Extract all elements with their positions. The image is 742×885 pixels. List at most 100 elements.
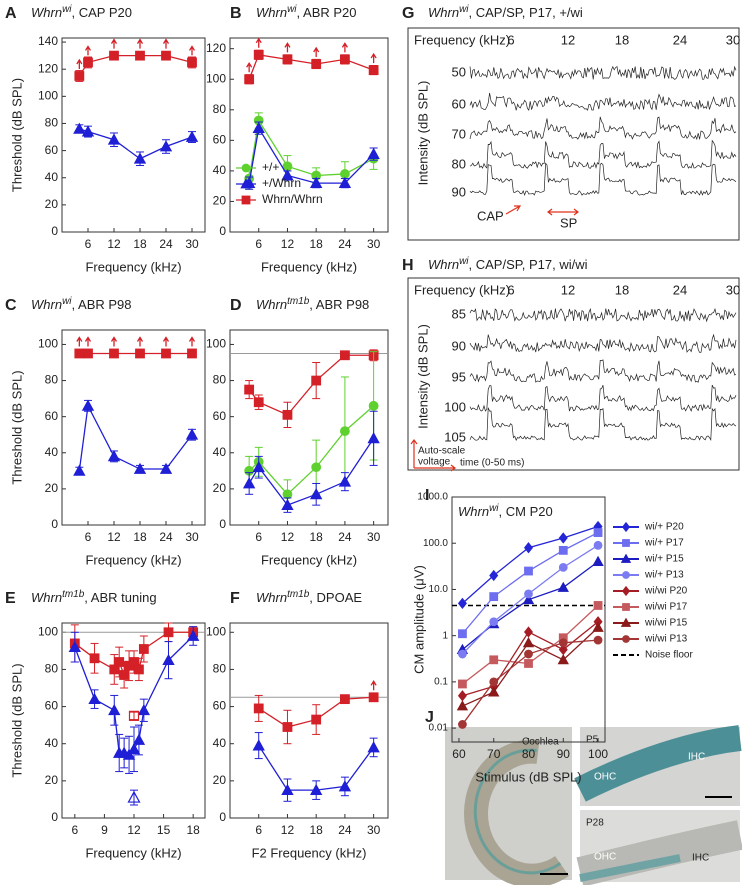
legend-label: +/Whrn (262, 176, 301, 190)
lower-bound-arrow (246, 62, 253, 73)
panel-label: J (425, 709, 434, 726)
legend-marker (622, 635, 630, 643)
chart-panel: E 0 20 40 60 80 100 6 9 12 15 18 Frequency (kHz) Thre… (5, 590, 206, 860)
point (524, 566, 533, 576)
legend-marker (622, 603, 630, 611)
y-tick-label: 80 (213, 373, 227, 387)
x-tick-label: 6 (71, 823, 78, 837)
y-tick-label: 100 (206, 71, 226, 85)
point (127, 790, 141, 803)
intensity-label: 100 (444, 399, 466, 414)
point (310, 487, 323, 500)
legend-marker (622, 539, 630, 547)
plot-frame (61, 37, 206, 233)
title-text: , ABR P98 (72, 297, 132, 312)
series-line (248, 405, 375, 496)
trace (469, 307, 737, 323)
title-text: , CAP P20 (72, 5, 132, 20)
x-tick-label: 60 (452, 747, 466, 761)
point (134, 664, 144, 675)
frequency-label: 24 (673, 282, 687, 297)
legend-marker (620, 553, 632, 563)
title-text: , CM P20 (499, 504, 553, 519)
x-tick-label: 24 (159, 530, 173, 544)
point (489, 677, 499, 687)
point (253, 703, 264, 714)
point (368, 400, 379, 411)
series-line (78, 403, 193, 471)
point (522, 636, 535, 648)
point (489, 617, 499, 627)
x-axis-label: Frequency (kHz) (85, 845, 181, 860)
x-tick-label: 12 (281, 530, 295, 544)
inset-stain (579, 854, 681, 882)
title-superscript: tm1b (62, 589, 85, 600)
y-tick-label: 40 (213, 736, 227, 750)
point (489, 592, 499, 601)
point (458, 649, 467, 659)
point (252, 460, 265, 473)
chart-panel: C 0 20 40 60 80 100 6 12 18 24 30 Frequency (kHz) Thr… (5, 297, 206, 567)
legend-marker (622, 571, 630, 579)
trace (469, 333, 737, 353)
x-axis-label: Frequency (kHz) (85, 259, 181, 274)
point (593, 540, 603, 550)
y-axis-label: Threshold (dB SPL) (9, 663, 24, 777)
point (159, 140, 173, 152)
intensity-axis-label: Intensity (dB SPL) (415, 81, 430, 186)
title-text: , ABR P20 (297, 5, 357, 20)
point (557, 581, 569, 592)
point (68, 640, 81, 653)
point (73, 464, 86, 476)
lower-bound-arrow (188, 336, 196, 347)
point (185, 428, 199, 440)
legend-label: wi/+ P15 (644, 554, 684, 565)
x-tick-label: 6 (255, 530, 262, 544)
lower-bound-arrow (84, 45, 92, 56)
title-gene: Whrn (428, 5, 459, 20)
y-tick-label: 20 (45, 197, 59, 211)
x-tick-label: 70 (487, 747, 501, 761)
x-tick-label: 100 (588, 747, 608, 761)
point (128, 710, 140, 721)
title-gene: Whrn (256, 590, 287, 605)
x-tick-label: 6 (255, 823, 262, 837)
x-tick-label: 24 (159, 237, 173, 251)
frequency-label: 6 (507, 32, 514, 47)
point (458, 679, 467, 689)
inset-stain (576, 820, 742, 885)
point (88, 692, 101, 705)
point (524, 589, 533, 599)
intensity-label: 85 (452, 306, 466, 321)
point (524, 649, 533, 659)
title-text: , DPOAE (309, 590, 362, 605)
y-tick-label: 100 (206, 624, 226, 638)
panel-label: F (230, 590, 240, 607)
y-tick-label: 0.01 (429, 723, 449, 734)
point (282, 722, 293, 732)
intensity-axis-label: Intensity (dB SPL) (415, 324, 430, 429)
frequency-label: 6 (507, 282, 514, 297)
y-tick-label: 0 (219, 224, 226, 238)
point (340, 54, 350, 65)
frequency-label: 18 (615, 282, 629, 297)
point (457, 597, 467, 609)
point (109, 348, 119, 359)
frequency-label: 18 (615, 32, 629, 47)
point (558, 638, 568, 648)
panel-label: G (402, 5, 414, 22)
x-tick-label: 15 (157, 823, 171, 837)
point (340, 694, 350, 705)
y-tick-label: 80 (213, 102, 227, 116)
image-label: OHC (594, 772, 616, 783)
point (133, 462, 147, 474)
point (522, 593, 535, 605)
point (187, 348, 197, 359)
point (458, 720, 467, 729)
y-axis-label: Threshold (dB SPL) (9, 78, 24, 192)
point (119, 670, 130, 680)
point (592, 555, 604, 567)
